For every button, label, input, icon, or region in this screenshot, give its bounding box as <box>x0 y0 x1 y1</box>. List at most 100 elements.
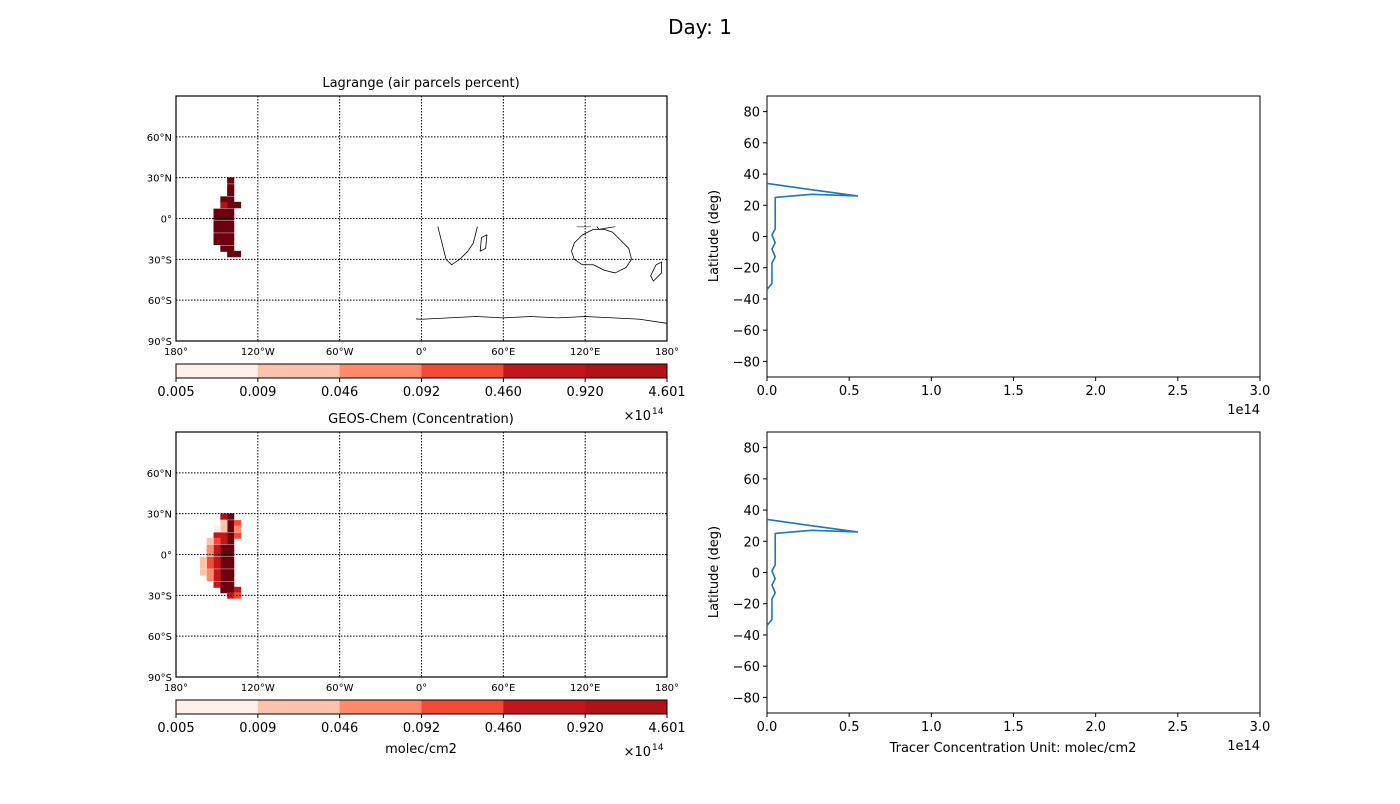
heat-cell <box>227 245 235 252</box>
heat-cell <box>199 569 207 576</box>
heat-cell <box>220 550 228 557</box>
heat-cell <box>227 586 235 594</box>
lat-tick-label: 60°N <box>147 133 172 144</box>
heat-cell <box>206 544 214 552</box>
colorbar-segment <box>421 364 504 378</box>
heat-cell <box>213 214 221 221</box>
heat-cell <box>206 569 214 576</box>
heat-cell <box>220 532 228 539</box>
heat-cell <box>233 520 242 527</box>
heat-cell <box>213 208 221 216</box>
lon-tick-label: 120°W <box>241 683 275 694</box>
heat-cell <box>220 201 228 209</box>
colorbar-exponent: 14 <box>652 407 664 417</box>
profile-xlabel-2: Tracer Concentration Unit: molec/cm2 <box>889 741 1137 756</box>
heat-cell <box>206 550 214 557</box>
y-tick-label: −20 <box>733 262 760 277</box>
heat-cell <box>227 569 235 576</box>
heat-cell <box>213 233 221 240</box>
lon-tick-label: 0° <box>416 683 427 694</box>
colorbar-lagrange: 0.005 0.009 0.046 0.092 0.460 0.920 4.601 ×10 14 <box>157 363 686 424</box>
heat-cell <box>220 525 228 533</box>
y-tick-label: 40 <box>743 504 760 519</box>
profile-offset-2: 1e14 <box>1227 739 1260 754</box>
profile-panel-1: 0.0 0.5 1.0 1.5 2.0 2.5 3.0 80 60 40 20 0 −20 −40 −60 −… <box>707 95 1270 418</box>
lat-tick-label: 90°S <box>148 673 172 684</box>
heat-cell <box>220 569 228 576</box>
heat-cell <box>220 562 228 569</box>
heat-cell <box>220 574 228 582</box>
lat-tick-label: 30°N <box>147 174 172 185</box>
heat-cell <box>213 581 221 588</box>
heat-cell <box>227 208 235 216</box>
heat-cell <box>220 513 228 520</box>
y-tick-label: 60 <box>743 137 760 152</box>
lat-tick-label: 60°S <box>148 296 172 307</box>
heat-cell <box>227 201 235 209</box>
heat-cell <box>206 574 214 582</box>
colorbar-segment <box>176 700 259 714</box>
colorbar-segment <box>257 700 340 714</box>
colorbar-tick-label: 0.009 <box>239 385 276 400</box>
map-title-geoschem: GEOS-Chem (Concentration) <box>328 412 514 427</box>
lon-tick-label: 180° <box>655 683 679 694</box>
lon-tick-label: 180° <box>655 347 679 358</box>
colorbar-geoschem: 0.005 0.009 0.046 0.092 0.460 0.920 4.601 ×10 14 <box>157 699 686 760</box>
heat-cell <box>227 544 235 552</box>
y-tick-label: 20 <box>743 199 760 214</box>
y-tick-label: −80 <box>733 355 760 370</box>
x-tick-label: 0.0 <box>757 720 778 735</box>
map-panel-geoschem: GEOS-Chem (Concentration) 180° 120°W 60°W 0… <box>147 412 686 760</box>
lon-tick-label: 120°E <box>570 683 600 694</box>
heat-cell <box>206 562 214 569</box>
lon-tick-label: 0° <box>416 347 427 358</box>
heat-cell <box>220 233 228 240</box>
heat-cell <box>227 513 235 520</box>
lat-tick-label: 0° <box>161 215 172 226</box>
x-tick-label: 2.0 <box>1085 384 1106 399</box>
heat-cell <box>199 562 207 569</box>
heat-cell <box>233 586 242 594</box>
colorbar-tick-label: 0.005 <box>157 721 194 736</box>
x-tick-label: 1.0 <box>921 384 942 399</box>
lon-tick-label: 60°E <box>491 347 515 358</box>
heat-cell <box>233 592 242 599</box>
heat-cell <box>227 520 235 527</box>
y-tick-label: 40 <box>743 168 760 183</box>
heat-cell <box>233 525 242 533</box>
y-tick-label: 80 <box>743 442 760 457</box>
heat-cell <box>220 520 228 527</box>
heat-cell <box>220 208 228 216</box>
heat-cell <box>213 220 221 228</box>
heat-cell <box>220 214 228 221</box>
figure-title: Day: 1 <box>668 15 732 39</box>
heat-cell <box>199 556 207 564</box>
heat-cell <box>227 537 235 545</box>
colorbar-segment <box>339 700 422 714</box>
heat-cell <box>206 556 214 564</box>
y-tick-label: 0 <box>752 567 760 582</box>
map-frame-lagrange <box>175 95 668 342</box>
heat-cell <box>227 556 235 564</box>
lon-tick-label: 60°W <box>326 683 354 694</box>
heat-cell <box>227 581 235 588</box>
x-tick-label: 1.5 <box>1003 384 1024 399</box>
lon-tick-label: 180° <box>164 683 188 694</box>
heat-cell <box>227 220 235 228</box>
colorbar-tick-label: 0.092 <box>403 721 440 736</box>
profile-offset-1: 1e14 <box>1227 403 1260 418</box>
map-ticks-geoschem: 180° 120°W 60°W 0° 60°E 120°E 180° 60°N 30°N 0° 30… <box>147 469 679 694</box>
heat-cell <box>220 544 228 552</box>
lat-tick-label: 30°S <box>148 591 172 602</box>
heat-cells-geoschem <box>199 513 242 599</box>
heat-cell <box>220 226 228 233</box>
y-tick-label: 20 <box>743 535 760 550</box>
colorbar-tick-label: 0.460 <box>485 721 522 736</box>
heat-cell <box>227 233 235 240</box>
colorbar-label-geoschem: molec/cm2 <box>385 742 457 757</box>
x-tick-label: 2.5 <box>1167 720 1188 735</box>
colorbar-segment <box>585 700 668 714</box>
x-tick-label: 1.0 <box>921 720 942 735</box>
heat-cell <box>220 537 228 545</box>
heat-cells-lagrange <box>213 177 242 258</box>
